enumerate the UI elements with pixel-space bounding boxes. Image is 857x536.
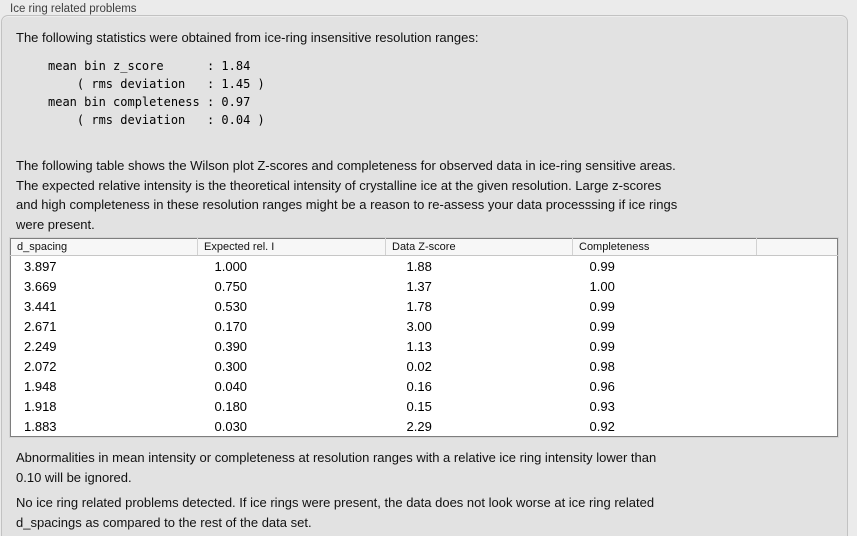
bin-statistics-block: mean bin z_score : 1.84 ( rms deviation … [48,59,265,127]
intro-text: The following statistics were obtained f… [16,30,479,45]
cell-expected-i: 0.030 [214,418,248,434]
column-header-expected-i[interactable]: Expected rel. I [197,238,386,256]
ice-ring-table: d_spacing Expected rel. I Data Z-score C… [10,238,838,437]
table-row[interactable]: 3.441 0.530 1.78 0.99 [11,296,838,316]
cell-d-spacing: 2.671 [24,318,57,334]
column-header-d-spacing[interactable]: d_spacing [10,238,198,256]
cell-expected-i: 0.180 [214,398,248,414]
cell-empty [757,276,838,296]
cell-expected-i: 0.530 [214,298,248,314]
table-row[interactable]: 1.918 0.180 0.15 0.93 [11,396,838,416]
cell-empty [757,356,838,376]
table-row[interactable]: 3.897 1.000 1.88 0.99 [11,256,838,277]
cell-z-score: 0.15 [406,398,432,414]
table-row[interactable]: 2.671 0.170 3.00 0.99 [11,316,838,336]
table-row[interactable]: 1.883 0.030 2.29 0.92 [11,416,838,437]
cell-completeness: 1.00 [589,278,615,294]
cell-d-spacing: 1.883 [24,418,57,434]
cell-z-score: 1.88 [406,258,432,274]
cell-completeness: 0.98 [589,358,615,374]
abnormalities-note-text: Abnormalities in mean intensity or compl… [16,450,657,485]
cell-d-spacing: 3.897 [24,258,57,274]
cell-z-score: 2.29 [406,418,432,434]
cell-z-score: 1.78 [406,298,432,314]
cell-completeness: 0.99 [589,318,615,334]
cell-empty [757,396,838,416]
cell-completeness: 0.99 [589,298,615,314]
cell-completeness: 0.92 [589,418,615,434]
cell-expected-i: 0.300 [214,358,248,374]
result-text: No ice ring related problems detected. I… [16,495,655,530]
cell-expected-i: 0.040 [214,378,248,394]
cell-z-score: 0.16 [406,378,432,394]
cell-completeness: 0.99 [589,338,615,354]
cell-d-spacing: 3.441 [24,298,57,314]
panel-title: Ice ring related problems [10,3,137,15]
table-description-text: The following table shows the Wilson plo… [16,158,678,232]
column-header-empty [756,238,838,256]
cell-d-spacing: 2.072 [24,358,57,374]
cell-z-score: 0.02 [406,358,432,374]
cell-empty [757,256,838,277]
column-header-completeness[interactable]: Completeness [572,238,757,256]
table-row[interactable]: 1.948 0.040 0.16 0.96 [11,376,838,396]
cell-z-score: 1.37 [406,278,432,294]
table-row[interactable]: 3.669 0.750 1.37 1.00 [11,276,838,296]
cell-completeness: 0.99 [589,258,615,274]
cell-expected-i: 1.000 [214,258,248,274]
column-header-z-score[interactable]: Data Z-score [385,238,573,256]
cell-expected-i: 0.390 [214,338,248,354]
table-body: 3.897 1.000 1.88 0.99 3.669 0.750 1.37 1… [11,256,838,437]
cell-completeness: 0.93 [589,398,615,414]
cell-empty [757,316,838,336]
cell-expected-i: 0.750 [214,278,248,294]
cell-empty [757,336,838,356]
cell-empty [757,296,838,316]
cell-empty [757,376,838,396]
cell-expected-i: 0.170 [214,318,248,334]
cell-completeness: 0.96 [589,378,615,394]
cell-d-spacing: 1.918 [24,398,57,414]
cell-d-spacing: 3.669 [24,278,57,294]
cell-z-score: 3.00 [406,318,432,334]
table-row[interactable]: 2.249 0.390 1.13 0.99 [11,336,838,356]
cell-z-score: 1.13 [406,338,432,354]
table-row[interactable]: 2.072 0.300 0.02 0.98 [11,356,838,376]
cell-d-spacing: 2.249 [24,338,57,354]
cell-empty [757,416,838,437]
table-header: d_spacing Expected rel. I Data Z-score C… [10,238,838,256]
cell-d-spacing: 1.948 [24,378,57,394]
